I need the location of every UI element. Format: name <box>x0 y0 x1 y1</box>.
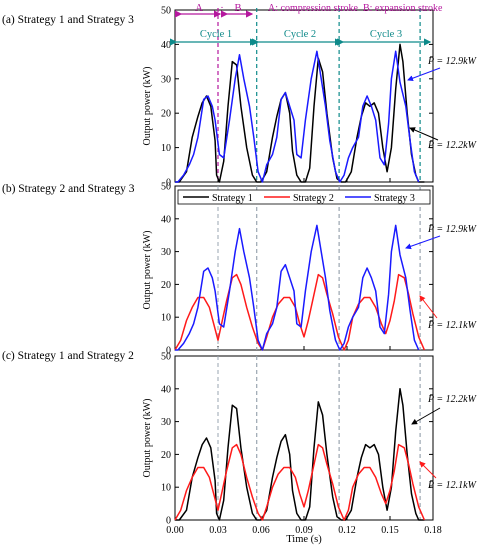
panel-a-mean-lower-arrow <box>409 127 439 141</box>
panel-b-vlines <box>217 186 421 350</box>
panel-b-series <box>174 224 426 351</box>
x-tick-label: 0.18 <box>424 525 442 536</box>
x-tick-label: 0.12 <box>338 525 356 536</box>
panel-a-mean-upper: P̄ = 12.9kW <box>427 55 478 67</box>
stroke-b-label: B <box>234 3 241 14</box>
x-tick-label: 0.15 <box>381 525 399 536</box>
y-tick-label: 30 <box>161 247 171 258</box>
panel-c-title: (c) Strategy 1 and Strategy 2 <box>2 350 134 362</box>
y-tick-label: 0 <box>166 178 171 189</box>
panel-c-mean-upper: P̄ = 12.2kW <box>427 393 478 405</box>
y-tick-label: 20 <box>161 109 171 120</box>
panel-b-mean-upper: P̄ = 12.9kW <box>427 223 478 235</box>
y-tick-label: 40 <box>161 384 171 395</box>
panel-b: (b) Strategy 2 and Strategy 3 Output pow… <box>2 182 478 357</box>
y-tick-label: 0 <box>166 516 171 527</box>
y-tick-label: 30 <box>161 417 171 428</box>
series-line-strategy-1 <box>175 43 425 183</box>
panel-a: (a) Strategy 1 and Strategy 3 Output pow… <box>2 3 478 189</box>
panel-b-y-ticks: 0 10 20 30 40 50 <box>161 182 434 357</box>
legend-label-strategy-3: Strategy 3 <box>374 193 415 204</box>
panel-b-title: (b) Strategy 2 and Strategy 3 <box>2 183 135 195</box>
y-tick-label: 10 <box>161 313 171 324</box>
y-tick-label: 40 <box>161 40 171 51</box>
panel-c-mean-upper-arrow <box>411 407 441 425</box>
y-tick-label: 10 <box>161 483 171 494</box>
y-tick-label: 20 <box>161 450 171 461</box>
y-tick-label: 50 <box>161 182 171 193</box>
legend-label-strategy-2: Strategy 2 <box>293 193 334 204</box>
panel-c-ylabel: Output power (kW) <box>142 399 153 478</box>
panel-a-ylabel: Output power (kW) <box>142 67 153 146</box>
series-line-strategy-3 <box>175 224 420 351</box>
panel-b-ylabel: Output power (kW) <box>142 231 153 310</box>
series-line-strategy-1 <box>175 388 425 521</box>
panel-b-mean-lower: P̄ = 12.1kW <box>427 319 478 331</box>
y-tick-label: 30 <box>161 74 171 85</box>
panel-a-mean-lower: P̄ = 12.2kW <box>427 139 478 151</box>
cycle-3-label: Cycle 3 <box>370 29 402 40</box>
stroke-legend-text: A: compression stroke B: expansion strok… <box>268 3 443 14</box>
cycle-2-label: Cycle 2 <box>284 29 316 40</box>
x-tick-label: 0.00 <box>166 525 184 536</box>
panel-c: (c) Strategy 1 and Strategy 2 Output pow… <box>2 350 478 545</box>
panel-c-series <box>174 388 426 521</box>
y-tick-label: 40 <box>161 214 171 225</box>
y-tick-label: 10 <box>161 143 171 154</box>
panel-c-x-ticks: 0.00 0.03 0.06 0.09 0.12 0.15 0.18 <box>166 525 442 536</box>
panel-a-vlines <box>217 8 421 182</box>
panel-c-xlabel: Time (s) <box>286 534 322 545</box>
stroke-a-label: A <box>195 3 203 14</box>
y-tick-label: 50 <box>161 6 171 17</box>
legend-label-strategy-1: Strategy 1 <box>212 193 253 204</box>
cycle-1-label: Cycle 1 <box>200 29 232 40</box>
panel-b-legend: Strategy 1 Strategy 2 Strategy 3 <box>177 189 431 205</box>
panel-c-y-ticks: 0 10 20 30 40 50 <box>161 352 434 527</box>
series-line-strategy-3 <box>175 50 420 183</box>
panel-a-series <box>175 43 425 183</box>
panel-c-vlines <box>217 356 421 520</box>
y-tick-label: 50 <box>161 352 171 363</box>
panel-c-mean-lower-arrow <box>419 461 437 479</box>
y-tick-label: 0 <box>166 346 171 357</box>
panel-b-mean-lower-arrow <box>419 295 438 319</box>
series-line-strategy-2 <box>174 443 426 521</box>
x-tick-label: 0.09 <box>295 525 313 536</box>
panel-a-mean-upper-arrow <box>407 67 441 82</box>
x-tick-label: 0.06 <box>252 525 270 536</box>
panel-b-mean-upper-arrow <box>405 235 441 250</box>
stroke-dot-label: · <box>220 3 224 14</box>
panel-c-mean-lower: P̄ = 12.1kW <box>427 479 478 491</box>
panel-a-title: (a) Strategy 1 and Strategy 3 <box>2 14 134 26</box>
legend-box <box>177 189 431 205</box>
y-tick-label: 20 <box>161 280 171 291</box>
x-tick-label: 0.03 <box>209 525 227 536</box>
